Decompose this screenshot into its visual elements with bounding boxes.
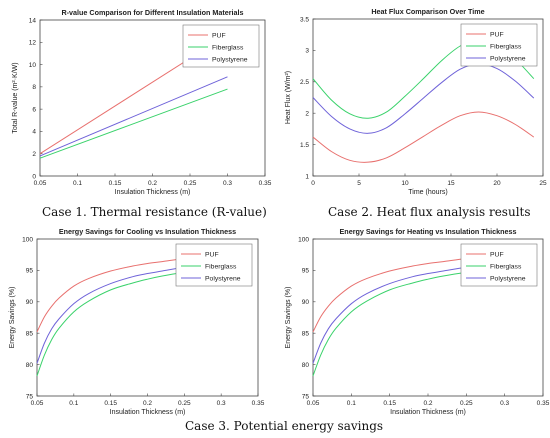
x-axis-label: Insulation Thickness (m) bbox=[115, 189, 191, 196]
y-tick-label: 12 bbox=[29, 40, 37, 47]
y-tick-label: 95 bbox=[302, 268, 310, 275]
y-tick-label: 4 bbox=[32, 129, 36, 136]
chart-title: Heat Flux Comparison Over Time bbox=[371, 7, 484, 16]
y-tick-label: 100 bbox=[22, 236, 33, 243]
x-tick-label: 0.05 bbox=[34, 180, 47, 187]
x-tick-label: 0.35 bbox=[259, 180, 272, 187]
x-tick-label: 0.2 bbox=[423, 400, 432, 407]
legend-label-fiberglass: Fiberglass bbox=[490, 263, 522, 270]
x-tick-label: 10 bbox=[401, 180, 409, 187]
y-tick-label: 2 bbox=[305, 111, 309, 118]
x-tick-label: 0.25 bbox=[178, 400, 191, 407]
legend: PUF Fiberglass Polystyrene bbox=[460, 243, 538, 287]
y-tick-label: 6 bbox=[32, 106, 36, 113]
x-axis-label: Insulation Thickness (m) bbox=[390, 409, 466, 416]
y-tick-label: 10 bbox=[29, 62, 37, 69]
x-tick-label: 0.05 bbox=[31, 400, 44, 407]
x-tick-label: 0.1 bbox=[73, 180, 82, 187]
chart-panel-2: Heat Flux Comparison Over Time 0 5 10 15 20 25… bbox=[285, 7, 547, 196]
x-tick-label: 0.25 bbox=[460, 400, 473, 407]
y-tick-label: 75 bbox=[26, 393, 34, 400]
chart-panel-4: Energy Savings for Heating vs Insulation… bbox=[285, 227, 550, 416]
legend-label-puf: PUF bbox=[490, 31, 504, 38]
chart-title: Energy Savings for Cooling vs Insulation… bbox=[59, 227, 236, 236]
y-tick-label: 90 bbox=[302, 299, 310, 306]
series-line-fiberglass bbox=[39, 88, 228, 159]
legend-box bbox=[460, 23, 538, 67]
chart-title: Energy Savings for Heating vs Insulation… bbox=[340, 227, 517, 236]
legend-box bbox=[175, 243, 253, 287]
legend: PUF Fiberglass Polystyrene bbox=[175, 243, 253, 287]
legend-label-polystyrene: Polystyrene bbox=[490, 55, 526, 62]
y-tick-label: 80 bbox=[302, 362, 310, 369]
y-axis-label: Energy Savings (%) bbox=[9, 287, 16, 349]
x-tick-label: 0.3 bbox=[223, 180, 232, 187]
series-line-puf bbox=[312, 111, 535, 163]
series-line-polystyrene bbox=[39, 76, 228, 157]
x-tick-label: 15 bbox=[447, 180, 455, 187]
y-tick-label: 1.5 bbox=[300, 142, 309, 149]
x-tick-label: 0.35 bbox=[537, 400, 550, 407]
y-tick-label: 8 bbox=[32, 84, 36, 91]
y-tick-label: 3 bbox=[305, 48, 309, 55]
x-tick-label: 0.1 bbox=[69, 400, 78, 407]
x-tick-label: 0.2 bbox=[148, 180, 157, 187]
series-line-polystyrene bbox=[312, 63, 535, 134]
y-tick-label: 80 bbox=[26, 362, 34, 369]
x-tick-label: 0.15 bbox=[383, 400, 396, 407]
legend: PUF Fiberglass Polystyrene bbox=[182, 24, 260, 68]
x-tick-label: 0 bbox=[311, 180, 315, 187]
x-axis-label: Time (hours) bbox=[408, 189, 447, 196]
chart-panel-1: R-value Comparison for Different Insulat… bbox=[12, 8, 272, 196]
y-tick-label: 95 bbox=[26, 268, 34, 275]
y-axis-label: Heat Flux (W/m²) bbox=[285, 71, 292, 124]
y-tick-label: 3.5 bbox=[300, 16, 309, 23]
y-tick-label: 2 bbox=[32, 151, 36, 158]
chart-panel-3: Energy Savings for Cooling vs Insulation… bbox=[9, 227, 265, 416]
y-tick-label: 1 bbox=[305, 173, 309, 180]
x-tick-label: 0.15 bbox=[109, 180, 122, 187]
x-tick-label: 0.2 bbox=[143, 400, 152, 407]
y-tick-label: 14 bbox=[29, 17, 37, 24]
x-tick-label: 0.35 bbox=[252, 400, 265, 407]
caption-case1: Case 1. Thermal resistance (R-value) bbox=[42, 205, 267, 219]
legend-label-puf: PUF bbox=[205, 251, 219, 258]
legend-label-fiberglass: Fiberglass bbox=[212, 44, 244, 51]
legend-label-polystyrene: Polystyrene bbox=[212, 56, 248, 63]
x-axis-label: Insulation Thickness (m) bbox=[110, 409, 186, 416]
x-tick-label: 0.05 bbox=[307, 400, 320, 407]
x-tick-label: 0.1 bbox=[347, 400, 356, 407]
x-tick-label: 20 bbox=[493, 180, 501, 187]
legend-label-polystyrene: Polystyrene bbox=[490, 275, 526, 282]
y-tick-label: 2.5 bbox=[300, 79, 309, 86]
x-tick-label: 0.15 bbox=[104, 400, 117, 407]
chart-title: R-value Comparison for Different Insulat… bbox=[61, 8, 243, 17]
y-tick-label: 0 bbox=[32, 173, 36, 180]
caption-case3: Case 3. Potential energy savings bbox=[185, 419, 384, 433]
legend-label-fiberglass: Fiberglass bbox=[490, 43, 522, 50]
y-axis-label: Energy Savings (%) bbox=[285, 287, 292, 349]
y-axis-label: Total R-value (m²·K/W) bbox=[12, 62, 19, 133]
x-tick-label: 0.3 bbox=[217, 400, 226, 407]
x-tick-label: 5 bbox=[357, 180, 361, 187]
y-tick-label: 85 bbox=[26, 331, 34, 338]
x-tick-label: 25 bbox=[539, 180, 547, 187]
legend-label-polystyrene: Polystyrene bbox=[205, 275, 241, 282]
legend-label-fiberglass: Fiberglass bbox=[205, 263, 237, 270]
legend-label-puf: PUF bbox=[212, 32, 226, 39]
x-tick-label: 0.3 bbox=[500, 400, 509, 407]
legend-box bbox=[182, 24, 260, 68]
legend: PUF Fiberglass Polystyrene bbox=[460, 23, 538, 67]
legend-box bbox=[460, 243, 538, 287]
caption-case2: Case 2. Heat flux analysis results bbox=[328, 205, 531, 219]
legend-label-puf: PUF bbox=[490, 251, 504, 258]
y-tick-label: 75 bbox=[302, 393, 310, 400]
y-tick-label: 85 bbox=[302, 331, 310, 338]
x-tick-label: 0.25 bbox=[184, 180, 197, 187]
y-tick-label: 90 bbox=[26, 299, 34, 306]
y-tick-label: 100 bbox=[298, 236, 309, 243]
